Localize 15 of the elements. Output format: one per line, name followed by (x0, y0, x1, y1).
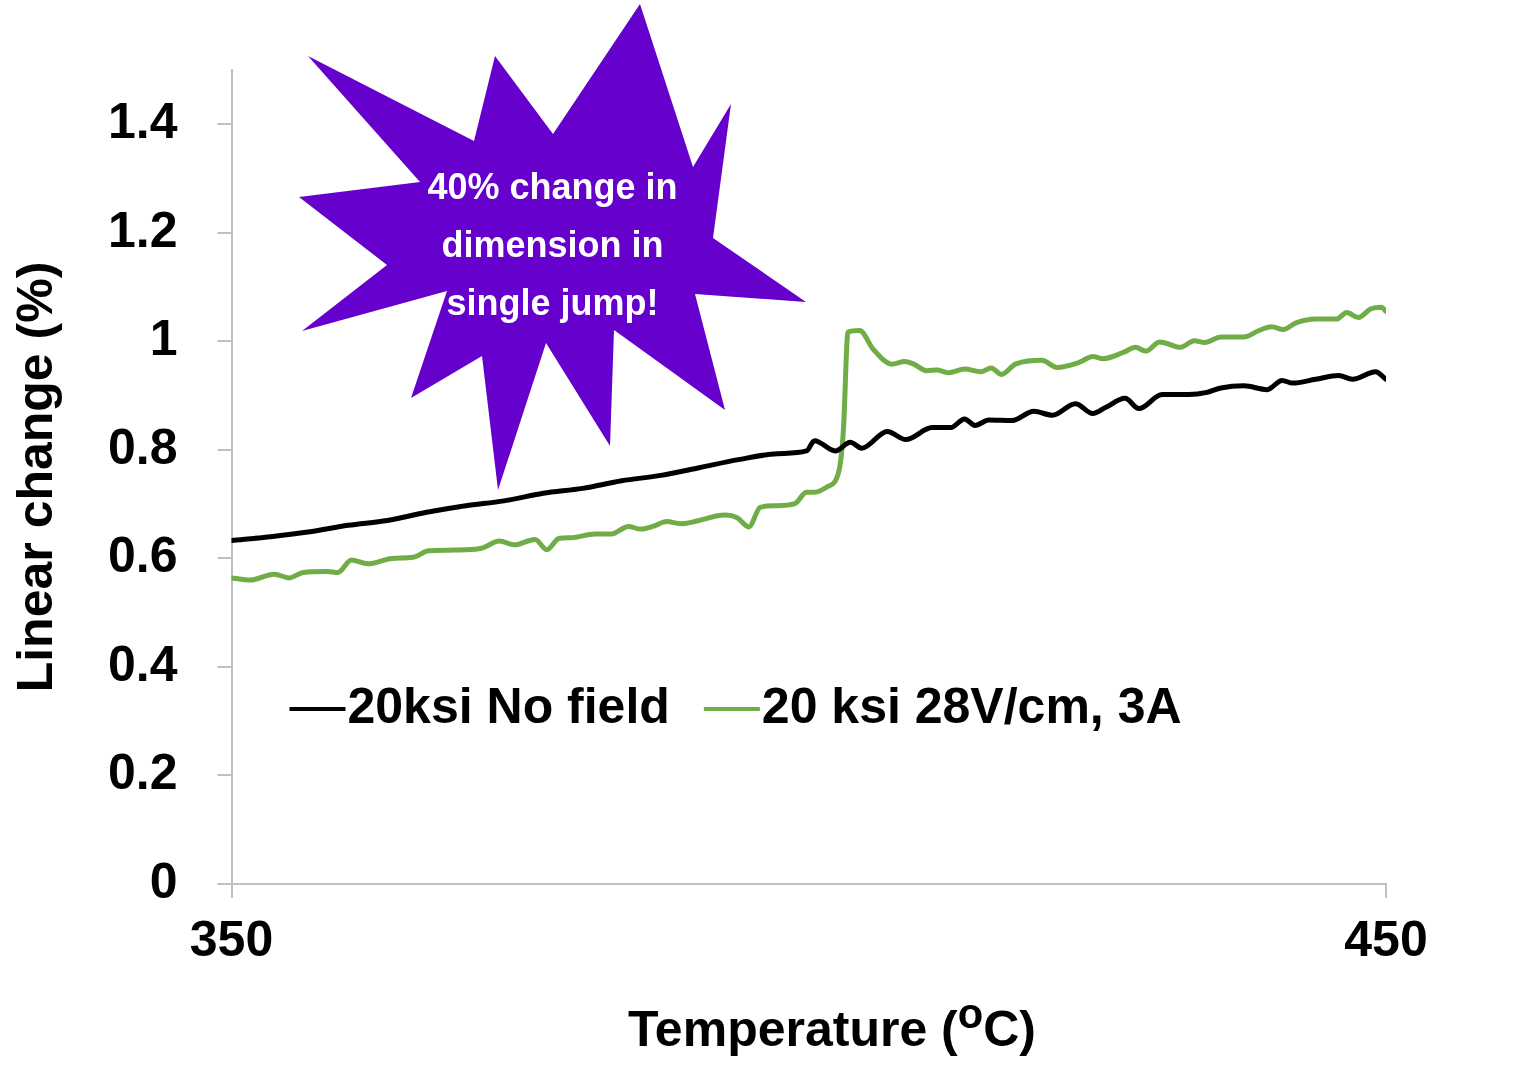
x-axis-title: Temperature ($^{o}$C) (627, 990, 1037, 1058)
y-tick-label: 0 (149, 852, 178, 909)
y-tick-label: 1.2 (107, 201, 178, 258)
y-axis-title: Linear change (%) (6, 261, 63, 693)
y-tick-label: 1.4 (107, 93, 178, 150)
y-tick-label: 1 (149, 310, 178, 367)
x-tick-label: 450 (1344, 910, 1428, 967)
y-tick-label: 0.8 (107, 418, 178, 475)
y-tick-label: 0.6 (107, 527, 178, 584)
annotation: 40% change in dimension in single jump! (426, 165, 679, 325)
y-tick-label: 0.2 (107, 744, 178, 801)
y-tick-label: 0.4 (107, 635, 178, 692)
legend-label: 20 ksi 28V/cm, 3A (761, 677, 1182, 734)
x-tick-label: 350 (189, 910, 274, 967)
legend-label: 20ksi No field (347, 677, 670, 734)
